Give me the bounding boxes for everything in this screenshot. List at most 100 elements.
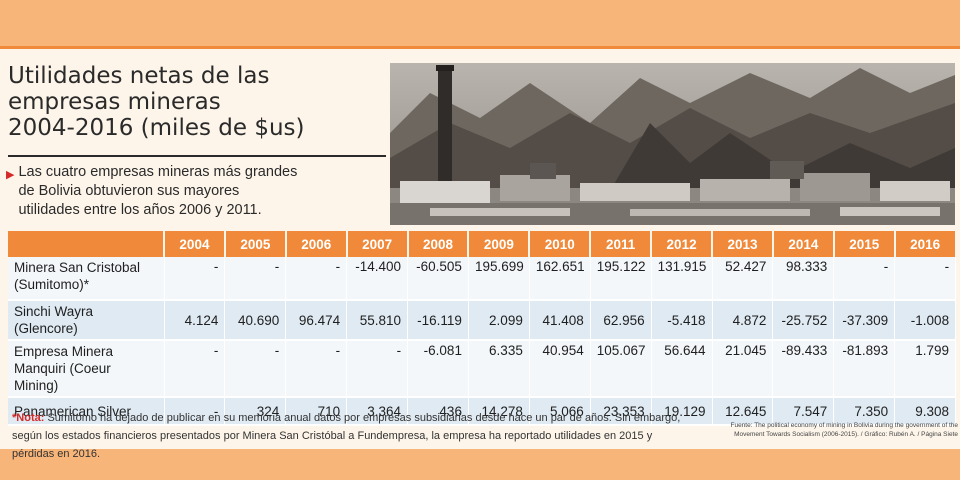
value-cell: 7.547: [772, 397, 835, 426]
value-cell: -: [164, 257, 226, 301]
value-cell: 2.099: [468, 300, 530, 341]
value-cell: 6.335: [468, 340, 530, 398]
value-cell: -16.119: [407, 300, 469, 341]
company-name: Minera San Cristobal (Sumitomo)*: [8, 257, 165, 301]
value-cell: 3.364: [346, 397, 409, 426]
year-header: 2013: [712, 231, 774, 257]
value-cell: 23.353: [590, 397, 652, 426]
value-cell: 55.810: [346, 300, 409, 341]
company-name-line: Sinchi Wayra (Glencore): [14, 304, 94, 336]
value-cell: 52.427: [712, 257, 774, 301]
year-header: 2015: [833, 231, 896, 257]
value-cell: 21.045: [712, 340, 774, 398]
value-cell: 14.278: [468, 397, 530, 426]
value-cell: -89.433: [772, 340, 835, 398]
value-cell: 436: [407, 397, 469, 426]
value-cell: 4.872: [712, 300, 774, 341]
value-cell: -: [346, 340, 409, 398]
value-cell: 19.129: [651, 397, 713, 426]
footnote: *Nota: Sumitomo ha dejado de publicar en…: [12, 409, 682, 463]
source-credit: Fuente: The political economy of mining …: [730, 422, 958, 438]
value-cell: 195.699: [468, 257, 530, 301]
title-divider: [8, 155, 386, 157]
title-line: 2004-2016 (miles de $us): [8, 115, 305, 141]
value-cell: 4.124: [164, 300, 226, 341]
company-name: Sinchi Wayra (Glencore): [8, 300, 165, 341]
value-cell: 56.644: [651, 340, 713, 398]
table-row: Empresa Minera Manquiri (Coeur Mining) - …: [8, 340, 957, 398]
value-cell: -25.752: [772, 300, 835, 341]
value-cell: 1.799: [894, 340, 957, 398]
subtitle-line: de Bolivia obtuvieron sus mayores: [18, 183, 240, 199]
value-cell: 40.954: [529, 340, 591, 398]
subtitle-line: Las cuatro empresas mineras más grandes: [18, 164, 298, 180]
value-cell: -: [285, 340, 348, 398]
year-header: 2011: [590, 231, 653, 257]
value-cell: -: [224, 340, 287, 398]
value-cell: -: [833, 257, 896, 301]
company-name-line: Panamerican Silver: [14, 403, 132, 419]
value-cell: -60.505: [407, 257, 469, 301]
infographic-card: Utilidades netas de las empresas mineras…: [0, 46, 960, 460]
value-cell: -: [224, 257, 287, 301]
value-cell: -: [894, 257, 957, 301]
header-corner: [8, 231, 165, 257]
value-cell: -14.400: [346, 257, 409, 301]
value-cell: 324: [224, 397, 287, 426]
year-header: 2014: [772, 231, 835, 257]
value-cell: 12.645: [712, 397, 774, 426]
value-cell: -6.081: [407, 340, 469, 398]
table-row: Minera San Cristobal (Sumitomo)* - - - -1…: [8, 257, 957, 301]
subtitle: ▶ Las cuatro empresas mineras más grande…: [6, 163, 366, 220]
year-header: 2008: [407, 231, 470, 257]
year-header: 2016: [894, 231, 957, 257]
year-header: 2005: [224, 231, 287, 257]
value-cell: -37.309: [833, 300, 896, 341]
title-line: Utilidades netas de las: [8, 63, 270, 89]
company-name-line: Empresa Minera: [14, 344, 114, 359]
value-cell: -81.893: [833, 340, 896, 398]
value-cell: 195.122: [590, 257, 652, 301]
subtitle-line: utilidades entre los años 2006 y 2011.: [18, 202, 262, 218]
mine-photo-illustration: [390, 63, 955, 225]
subtitle-text: Las cuatro empresas mineras más grandes …: [18, 163, 297, 220]
company-name: Empresa Minera Manquiri (Coeur Mining): [8, 340, 165, 398]
value-cell: -: [164, 340, 226, 398]
utilities-table: 2004 2005 2006 2007 2008 2009 2010 2011 …: [8, 231, 957, 426]
value-cell: 5.066: [529, 397, 591, 426]
company-name-line: (Sumitomo)*: [14, 277, 90, 292]
mine-photo: [390, 63, 955, 225]
table-header-row: 2004 2005 2006 2007 2008 2009 2010 2011 …: [8, 231, 957, 257]
value-cell: 7.350: [833, 397, 896, 426]
value-cell: 131.915: [651, 257, 713, 301]
year-header: 2012: [651, 231, 714, 257]
year-header: 2009: [468, 231, 531, 257]
value-cell: 162.651: [529, 257, 591, 301]
value-cell: 98.333: [772, 257, 835, 301]
company-name-line: Minera San Cristobal: [14, 260, 141, 275]
value-cell: -: [285, 257, 348, 301]
value-cell: -1.008: [894, 300, 957, 341]
title-line: empresas mineras: [8, 89, 221, 115]
footnote-text: Sumitomo ha dejado de publicar en su mem…: [12, 412, 681, 460]
table-row: Sinchi Wayra (Glencore) 4.124 40.690 96.…: [8, 300, 957, 341]
year-header: 2007: [346, 231, 409, 257]
value-cell: 105.067: [590, 340, 652, 398]
value-cell: 62.956: [590, 300, 652, 341]
year-header: 2006: [285, 231, 348, 257]
value-cell: 40.690: [224, 300, 287, 341]
infographic-title: Utilidades netas de las empresas mineras…: [8, 63, 388, 141]
value-cell: -: [164, 397, 226, 426]
year-header: 2004: [164, 231, 226, 257]
value-cell: 96.474: [285, 300, 348, 341]
footnote-label: *Nota:: [12, 412, 45, 424]
company-name: Panamerican Silver: [8, 397, 165, 426]
year-header: 2010: [529, 231, 592, 257]
value-cell: 9.308: [894, 397, 957, 426]
table-row: Panamerican Silver - 324 710 3.364 436 1…: [8, 397, 957, 426]
company-name-line: Manquiri (Coeur Mining): [14, 361, 111, 393]
value-cell: -5.418: [651, 300, 713, 341]
bullet-triangle-icon: ▶: [6, 169, 15, 181]
value-cell: 710: [285, 397, 348, 426]
value-cell: 41.408: [529, 300, 591, 341]
